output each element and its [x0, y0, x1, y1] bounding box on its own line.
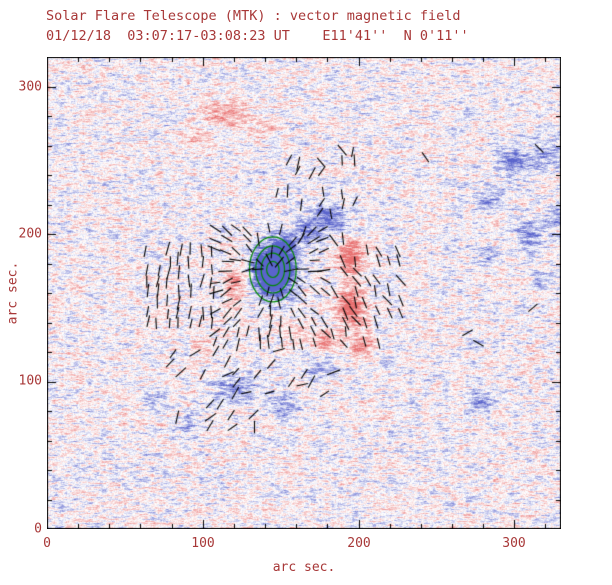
y-axis-label: arc sec. [5, 261, 21, 325]
y-tick-label-100: 100 [18, 373, 42, 389]
y-tick-label-0: 0 [34, 521, 42, 537]
x-tick-label-200: 200 [347, 536, 371, 551]
y-tick-label-300: 300 [18, 79, 42, 95]
x-tick-label-0: 0 [43, 536, 51, 551]
x-tick-label-300: 300 [502, 536, 526, 551]
plot-subtitle: 01/12/18 03:07:17-03:08:23 UT E11'41'' N… [46, 28, 469, 44]
plot-title: Solar Flare Telescope (MTK) : vector mag… [46, 8, 461, 24]
x-tick-label-100: 100 [191, 536, 215, 551]
x-axis-label: arc sec. [272, 560, 336, 575]
magnetogram-plot-canvas [47, 57, 561, 529]
y-tick-label-200: 200 [18, 226, 42, 242]
